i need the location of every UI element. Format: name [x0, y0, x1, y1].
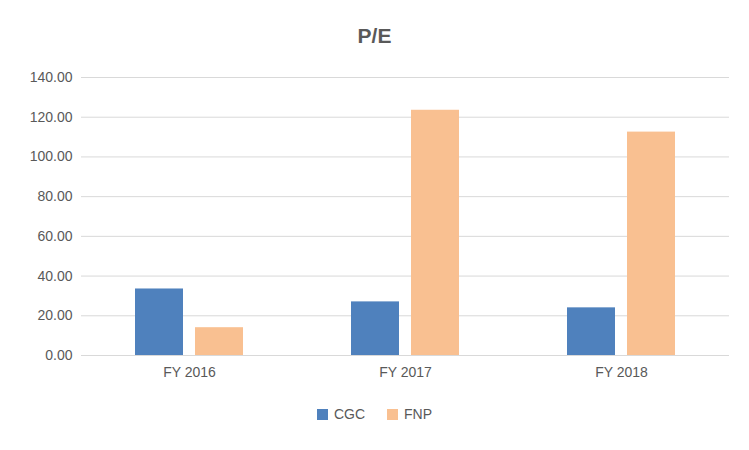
svg-text:FY 2017: FY 2017: [379, 364, 432, 380]
svg-text:100.00: 100.00: [30, 148, 73, 164]
svg-text:0.00: 0.00: [45, 347, 72, 363]
html-text:P/E: P/E: [357, 24, 392, 47]
svg-text:FY 2016: FY 2016: [163, 364, 216, 380]
svg-text:140.00: 140.00: [30, 69, 73, 85]
svg-text:60.00: 60.00: [37, 228, 72, 244]
svg-text:40.00: 40.00: [37, 268, 72, 284]
svg-text:FY 2018: FY 2018: [595, 364, 648, 380]
svg-text:120.00: 120.00: [30, 109, 73, 125]
html-text:CGC: CGC: [333, 406, 366, 422]
svg-text:80.00: 80.00: [37, 188, 72, 204]
html-text:FNP: FNP: [404, 406, 433, 422]
svg-text:20.00: 20.00: [37, 307, 72, 323]
